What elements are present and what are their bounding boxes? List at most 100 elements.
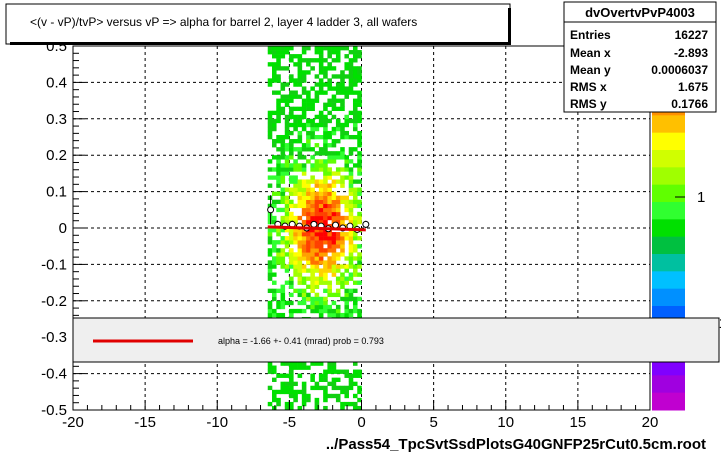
heatmap-cell [318, 308, 324, 314]
heatmap-cell [297, 151, 303, 156]
x-tick-label: -10 [206, 414, 228, 431]
heatmap-cell [297, 66, 303, 71]
heatmap-cell [297, 361, 303, 366]
heatmap-cell [301, 183, 307, 188]
heatmap-cell [276, 46, 281, 51]
y-axis: -0.5-0.4-0.3-0.2-0.100.10.20.30.40.5 [41, 38, 85, 419]
heatmap-cell [331, 215, 337, 221]
heatmap-cell [280, 86, 286, 91]
heatmap-cell [323, 393, 328, 399]
heatmap-cell [314, 151, 320, 156]
profile-point [267, 206, 275, 214]
heatmap-cell [293, 215, 298, 221]
heatmap-cell [310, 179, 315, 184]
heatmap-cell [323, 215, 328, 221]
heatmap-cell [348, 171, 354, 176]
heatmap-cell [323, 167, 328, 172]
heatmap-cell [323, 126, 328, 132]
heatmap-cell [301, 308, 307, 314]
heatmap-cell [318, 236, 324, 241]
heatmap-cell [284, 167, 290, 172]
heatmap-cell [348, 199, 354, 205]
heatmap-cell [297, 62, 303, 67]
heatmap-cell [306, 179, 311, 184]
heatmap-cell [276, 159, 281, 164]
heatmap-cell [297, 272, 303, 277]
heatmap-cell [327, 260, 332, 265]
heatmap-cell [314, 167, 320, 172]
heatmap-cell [314, 50, 320, 55]
heatmap-cell [335, 268, 341, 273]
heatmap-cell [276, 240, 281, 245]
heatmap-cell [276, 78, 281, 83]
heatmap-cell [314, 228, 320, 233]
heatmap-cell [271, 62, 277, 67]
palette-swatch [652, 167, 685, 186]
heatmap-cell [267, 175, 273, 180]
heatmap-cell [284, 240, 290, 245]
heatmap-cell [335, 74, 341, 79]
heatmap-cell [323, 46, 328, 51]
heatmap-cell [293, 139, 298, 144]
heatmap-cell [340, 385, 345, 391]
heatmap-cell [301, 240, 307, 245]
heatmap-cell [318, 260, 324, 265]
heatmap-cell [323, 397, 328, 403]
heatmap-cell [314, 122, 320, 128]
heatmap-cell [352, 288, 358, 294]
heatmap-cell [348, 90, 354, 95]
heatmap-cell [306, 284, 311, 289]
heatmap-cell [344, 401, 350, 407]
heatmap-cell [280, 50, 286, 55]
palette-swatch [652, 392, 685, 411]
heatmap-cell [323, 118, 328, 124]
heatmap-cell [335, 46, 341, 51]
heatmap-cell [301, 236, 307, 241]
heatmap-cell [323, 90, 328, 95]
y-tick-label: 0.1 [46, 184, 67, 201]
heatmap-cell [323, 236, 328, 241]
heatmap-cell [335, 292, 341, 298]
heatmap-cell [306, 292, 311, 298]
heatmap-cell [306, 122, 311, 128]
heatmap-cell [318, 252, 324, 257]
heatmap-cell [293, 159, 298, 164]
heatmap-cell [284, 211, 290, 217]
heatmap-cell [348, 240, 354, 245]
heatmap-cell [348, 110, 354, 116]
heatmap-cell [267, 248, 273, 253]
heatmap-cell [289, 199, 294, 205]
heatmap-cell [357, 74, 362, 79]
heatmap-cell [289, 54, 294, 59]
heatmap-cell [352, 300, 358, 306]
heatmap-cell [335, 98, 341, 103]
heatmap-cell [276, 207, 281, 213]
heatmap-cell [323, 203, 328, 209]
heatmap-cell [340, 405, 345, 411]
heatmap-cell [314, 134, 320, 140]
heatmap-cell [327, 130, 332, 136]
heatmap-cell [289, 260, 294, 265]
heatmap-cell [289, 58, 294, 63]
heatmap-cell [344, 90, 350, 95]
heatmap-cell [344, 276, 350, 281]
heatmap-cell [335, 276, 341, 281]
heatmap-cell [340, 389, 345, 395]
heatmap-cell [314, 211, 320, 217]
heatmap-cell [310, 58, 315, 63]
heatmap-cell [289, 179, 294, 184]
heatmap-cell [335, 90, 341, 95]
heatmap-cell [297, 70, 303, 75]
heatmap-cell [344, 118, 350, 124]
heatmap-cell [357, 179, 362, 184]
heatmap-cell [276, 74, 281, 79]
heatmap-cell [301, 248, 307, 253]
heatmap-cell [280, 134, 286, 140]
heatmap-cell [306, 244, 311, 249]
heatmap-cell [331, 292, 337, 298]
heatmap-cell [280, 106, 286, 112]
heatmap-cell [327, 98, 332, 103]
heatmap-cell [340, 219, 345, 225]
heatmap-cell [276, 300, 281, 306]
heatmap-cell [271, 139, 277, 144]
